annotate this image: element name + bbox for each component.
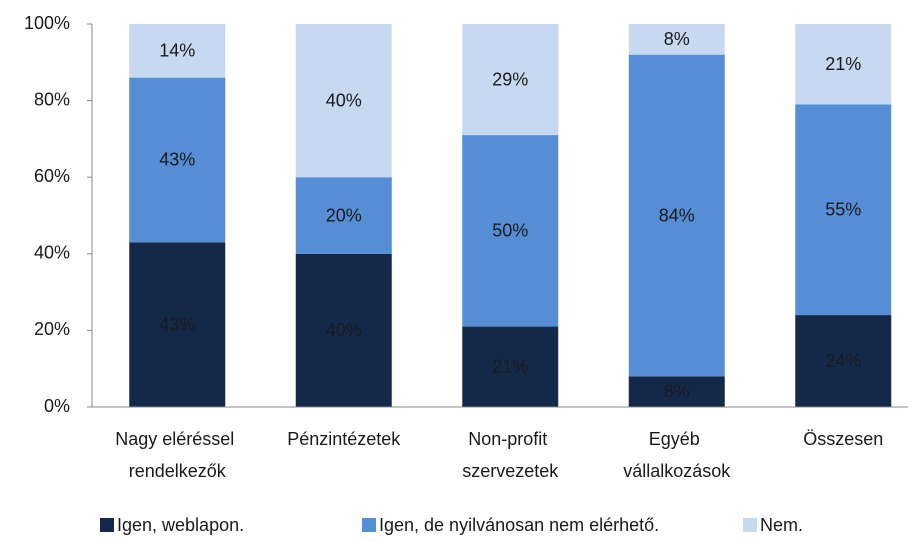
bar-segment (129, 242, 226, 407)
data-label: 40% (326, 90, 362, 110)
data-label: 21% (492, 357, 528, 377)
bar-segment (462, 24, 559, 136)
y-tick-label: 60% (34, 166, 70, 186)
data-label: 50% (492, 221, 528, 241)
data-label: 29% (492, 69, 528, 89)
legend-label: Igen, de nyilvánosan nem elérhető. (379, 515, 659, 535)
x-tick-label: Pénzintézetek (287, 429, 401, 449)
x-tick-label: Non-profit szervezetek (462, 429, 559, 481)
legend-swatch (743, 518, 757, 532)
bar-segment (795, 24, 892, 105)
bar-segment (628, 376, 725, 407)
data-label: 20% (326, 205, 362, 225)
data-label: 14% (159, 41, 195, 61)
bar-segment (795, 315, 892, 407)
bar-segment (295, 24, 392, 178)
data-label: 24% (825, 351, 861, 371)
data-label: 21% (825, 54, 861, 74)
y-tick-label: 40% (34, 243, 70, 263)
x-tick-label: Egyéb vállalkozások (623, 429, 731, 481)
bar-segment (628, 24, 725, 55)
y-tick-label: 20% (34, 319, 70, 339)
x-tick-label: Nagy eléréssel rendelkezők (115, 429, 239, 481)
bar-segment (462, 326, 559, 407)
x-tick-label: Összesen (803, 429, 883, 449)
data-label: 55% (825, 200, 861, 220)
data-label: 8% (664, 381, 690, 401)
bar-segment (795, 104, 892, 316)
bar-segment (462, 135, 559, 327)
data-label: 84% (659, 205, 695, 225)
y-tick-label: 80% (34, 89, 70, 109)
data-label: 43% (159, 314, 195, 334)
legend-label: Igen, weblapon. (117, 515, 244, 535)
data-label: 43% (159, 150, 195, 170)
legend-swatch (100, 518, 114, 532)
bar-segment (129, 24, 226, 78)
legend-swatch (362, 518, 376, 532)
bar-segment (129, 77, 226, 243)
bar-segment (295, 177, 392, 254)
bar-segment (295, 253, 392, 407)
data-label: 8% (664, 29, 690, 49)
data-label: 40% (326, 320, 362, 340)
y-tick-label: 100% (24, 13, 70, 33)
bar-segment (628, 54, 725, 377)
y-tick-label: 0% (44, 396, 70, 416)
legend-label: Nem. (760, 515, 803, 535)
